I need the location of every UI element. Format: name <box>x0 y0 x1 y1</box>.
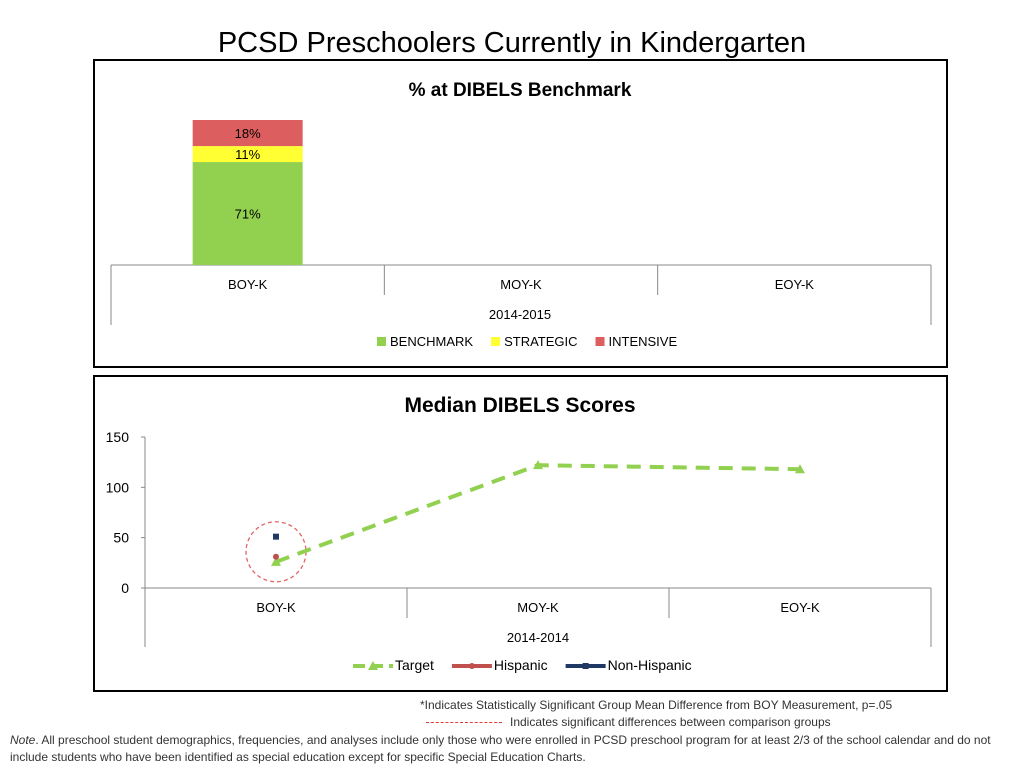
category-label: BOY-K <box>256 600 296 615</box>
data-label: 18% <box>235 126 261 141</box>
legend-marker <box>368 661 378 670</box>
data-point <box>273 553 279 560</box>
legend-swatch <box>491 337 501 346</box>
legend-marker <box>468 663 475 669</box>
series-target <box>271 460 805 566</box>
benchmark-chart-panel: % at DIBELS Benchmark BOY-K MOY-K EOY-K 2014… <box>93 59 948 368</box>
chart-title: % at DIBELS Benchmark <box>409 80 632 101</box>
legend-label: INTENSIVE <box>609 334 678 349</box>
significance-footnote: *Indicates Statistically Significant Gro… <box>420 698 893 712</box>
legend-item-hispanic: Hispanic <box>451 657 548 673</box>
category-label: MOY-K <box>500 277 542 292</box>
legend-item-intensive: INTENSIVE <box>595 334 678 349</box>
series-hispanic <box>273 553 279 560</box>
legend-label: Non-Hispanic <box>608 657 692 673</box>
legend-item-benchmark: BENCHMARK <box>377 334 473 349</box>
data-point <box>795 464 805 474</box>
dashed-line-key <box>426 722 502 724</box>
y-tick-label: 100 <box>106 479 130 495</box>
data-point <box>533 460 543 470</box>
legend-label: BENCHMARK <box>390 334 473 349</box>
note-label: Note <box>10 733 36 747</box>
legend-swatch <box>377 337 386 346</box>
chart-title: Median DIBELS Scores <box>404 394 635 417</box>
data-point <box>271 556 281 566</box>
group-label: 2014-2014 <box>507 630 569 645</box>
legend-marker <box>582 663 589 669</box>
group-difference-footnote: Indicates significant differences betwee… <box>426 715 831 729</box>
category-label: EOY-K <box>780 600 820 615</box>
legend-item-target: Target <box>353 657 434 673</box>
data-label: 11% <box>235 147 260 162</box>
category-label: MOY-K <box>517 600 559 615</box>
legend-label: Hispanic <box>494 657 548 673</box>
legend-label: Target <box>395 657 434 673</box>
category-label: BOY-K <box>228 277 268 292</box>
bar-segment-intensive <box>192 120 303 147</box>
note-paragraph: Note. All preschool student demographics… <box>10 732 1020 766</box>
page-title: PCSD Preschoolers Currently in Kindergar… <box>217 27 807 59</box>
series-line <box>275 463 801 564</box>
legend-item-non-hispanic: Non-Hispanic <box>565 657 692 673</box>
data-point <box>273 533 279 540</box>
group-difference-text: Indicates significant differences betwee… <box>510 715 831 729</box>
benchmark-chart: % at DIBELS Benchmark BOY-K MOY-K EOY-K 2014… <box>110 80 932 349</box>
y-tick-label: 0 <box>121 580 129 596</box>
bar-segment-strategic <box>192 146 303 163</box>
y-tick-label: 50 <box>113 530 129 546</box>
data-label: 71% <box>235 207 261 222</box>
category-label: EOY-K <box>775 277 815 292</box>
group-label: 2014-2015 <box>489 307 551 322</box>
bar-segment-benchmark <box>192 162 303 265</box>
legend-label: STRATEGIC <box>504 334 577 349</box>
y-tick-label: 150 <box>106 429 130 445</box>
legend-swatch <box>595 337 605 346</box>
median-scores-chart-panel: Median DIBELS Scores 0 50 100 150 BOY-K MOY-K E… <box>93 375 948 692</box>
significance-highlight-circle <box>245 521 307 583</box>
series-non-hispanic <box>273 533 279 540</box>
note-text: . All preschool student demographics, fr… <box>10 733 991 764</box>
median-scores-chart: Median DIBELS Scores 0 50 100 150 BOY-K MOY-K E… <box>106 394 932 673</box>
legend-item-strategic: STRATEGIC <box>491 334 578 349</box>
